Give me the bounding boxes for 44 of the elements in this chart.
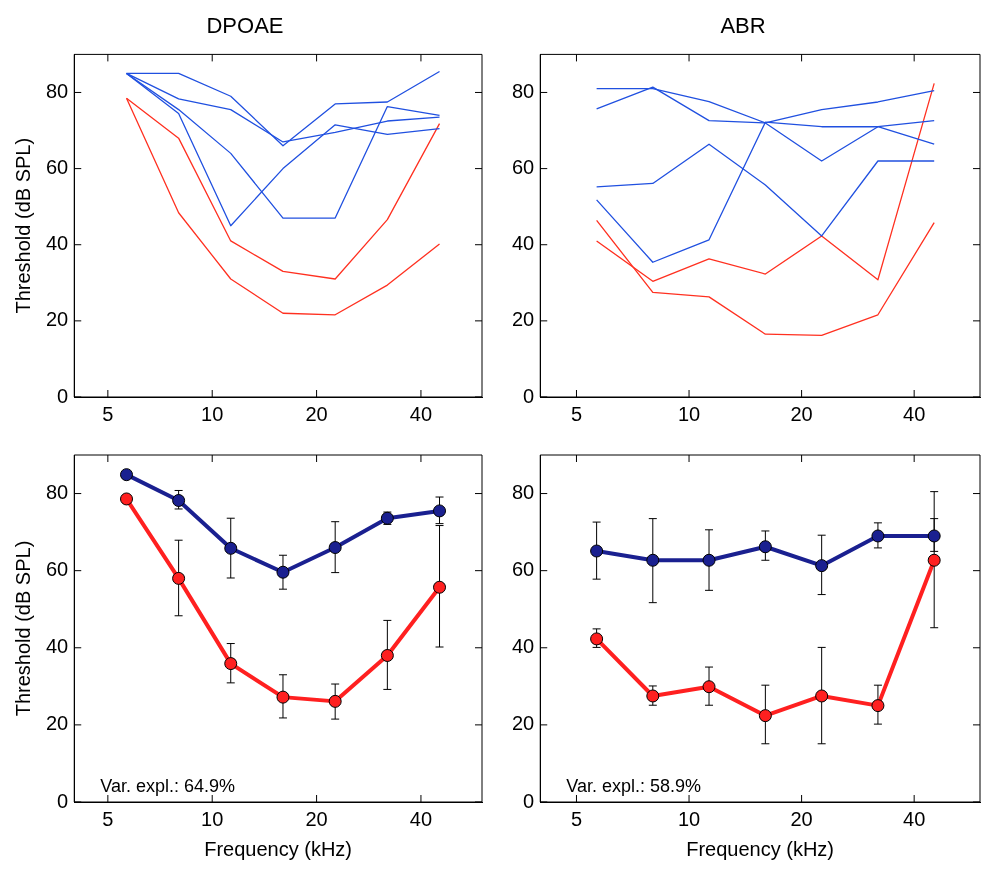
y-tick-label: 40 [512, 232, 535, 255]
y-tick-label: 20 [512, 308, 535, 331]
y-tick-label: 20 [46, 712, 69, 735]
x-tick-label: 40 [903, 807, 926, 830]
x-tick-label: 5 [102, 402, 114, 425]
y-tick-label: 40 [512, 635, 535, 658]
y-tick-label: 0 [57, 789, 69, 812]
x-tick-label: 20 [305, 807, 328, 830]
x-tick-label: 5 [570, 807, 583, 830]
chart-title: DPOAE [206, 13, 284, 39]
x-tick-label: 20 [790, 402, 813, 425]
y-tick-label: 40 [46, 232, 69, 255]
y-axis-title: Threshold (dB SPL) [11, 137, 34, 314]
y-tick-label: 0 [523, 789, 535, 812]
x-axis-title: Frequency (kHz) [204, 837, 353, 860]
x-tick-label: 20 [790, 807, 813, 830]
y-tick-label: 60 [512, 558, 535, 581]
x-tick-label: 40 [903, 402, 926, 425]
x-tick-label: 10 [201, 402, 224, 425]
y-tick-label: 80 [512, 481, 535, 504]
x-tick-label: 5 [570, 402, 583, 425]
x-tick-label: 40 [409, 807, 433, 830]
y-tick-label: 40 [46, 635, 69, 658]
annotation: Var. expl.: 64.9% [100, 775, 235, 796]
x-tick-label: 5 [102, 807, 114, 830]
x-axis-title: Frequency (kHz) [686, 837, 835, 860]
y-axis-title: Threshold (dB SPL) [11, 540, 34, 717]
y-tick-label: 80 [46, 481, 69, 504]
x-tick-label: 10 [677, 402, 701, 425]
x-tick-label: 20 [305, 402, 328, 425]
annotation: Var. expl.: 58.9% [566, 775, 701, 796]
x-tick-label: 10 [201, 807, 224, 830]
y-tick-label: 80 [512, 79, 535, 102]
chart-title: ABR [720, 13, 766, 39]
y-tick-label: 80 [46, 79, 69, 102]
y-tick-label: 60 [512, 156, 535, 179]
x-tick-label: 10 [677, 807, 701, 830]
y-tick-label: 0 [57, 384, 69, 407]
y-tick-label: 20 [512, 712, 535, 735]
y-tick-label: 60 [46, 558, 69, 581]
x-tick-label: 40 [409, 402, 433, 425]
y-tick-label: 60 [46, 156, 69, 179]
y-tick-label: 20 [46, 308, 69, 331]
y-tick-label: 0 [523, 384, 535, 407]
